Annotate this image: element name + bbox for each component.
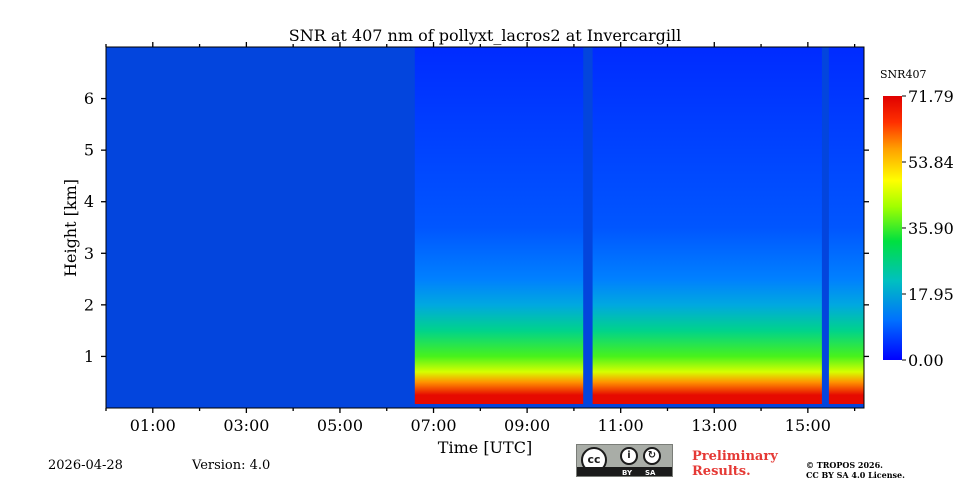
heatmap-segment-1 [414, 47, 584, 404]
x-tick-label-1100: 11:00 [598, 416, 644, 435]
heatmap-segment-2 [592, 47, 822, 404]
y-tick-label-5: 5 [84, 141, 94, 160]
preliminary-line-1: Preliminary [692, 449, 778, 464]
preliminary-line-2: Results. [692, 464, 751, 479]
colorbar-tick-label-35.90: 35.90 [908, 219, 954, 238]
footer-version: Version: 4.0 [192, 458, 271, 473]
x-tick-label-1300: 13:00 [691, 416, 737, 435]
copyright-line-1: © TROPOS 2026. [806, 460, 883, 470]
x-tick-label-0900: 09:00 [504, 416, 550, 435]
cc-badge-bar: BY SA [577, 467, 672, 477]
y-tick-label-2: 2 [84, 295, 94, 314]
y-tick-label-3: 3 [84, 244, 94, 263]
copyright-note: © TROPOS 2026. CC BY SA 4.0 License. [806, 460, 905, 480]
x-tick-label-0100: 01:00 [130, 416, 176, 435]
colorbar-tick-label-71.79: 71.79 [908, 87, 954, 106]
colorbar-tick-label-53.84: 53.84 [908, 153, 954, 172]
colorbar-ticks: 0.00 17.95 35.90 53.84 71.79 [902, 87, 954, 370]
y-tick-label-4: 4 [84, 192, 94, 211]
heatmap-segment-3 [828, 47, 864, 404]
plot-frame [105, 46, 865, 409]
share-alike-icon: ↻ [643, 447, 661, 465]
x-tick-label-1500: 15:00 [785, 416, 831, 435]
footer-date: 2026-04-28 [48, 458, 123, 473]
cc-sa-text: SA [645, 469, 656, 477]
cc-by-text: BY [622, 469, 633, 477]
colorbar-tick-label-17.95: 17.95 [908, 285, 954, 304]
y-tick-label-1: 1 [84, 347, 94, 366]
colorbar-tick-label-0.00: 0.00 [908, 351, 944, 370]
heatmap-segments [414, 47, 864, 404]
x-tick-label-0300: 03:00 [223, 416, 269, 435]
x-axis: 01:00 03:00 05:00 07:00 09:00 11:00 13:00 15:00 [105, 42, 856, 435]
person-icon: i [620, 447, 638, 465]
chart-title: SNR at 407 nm of pollyxt_lacros2 at Inve… [289, 26, 682, 45]
x-tick-label-0500: 05:00 [317, 416, 363, 435]
cc-license-badge: cc i ↻ BY SA [576, 444, 673, 477]
preliminary-note: Preliminary Results. [692, 449, 778, 479]
copyright-line-2: CC BY SA 4.0 License. [806, 470, 905, 480]
x-axis-label: Time [UTC] [438, 438, 532, 457]
y-tick-label-6: 6 [84, 89, 94, 108]
colorbar-label: SNR407 [880, 68, 926, 81]
y-axis: 1 2 3 4 5 6 [84, 89, 869, 366]
colorbar [883, 96, 902, 360]
x-tick-label-0700: 07:00 [410, 416, 456, 435]
y-axis-label: Height [km] [61, 179, 80, 277]
